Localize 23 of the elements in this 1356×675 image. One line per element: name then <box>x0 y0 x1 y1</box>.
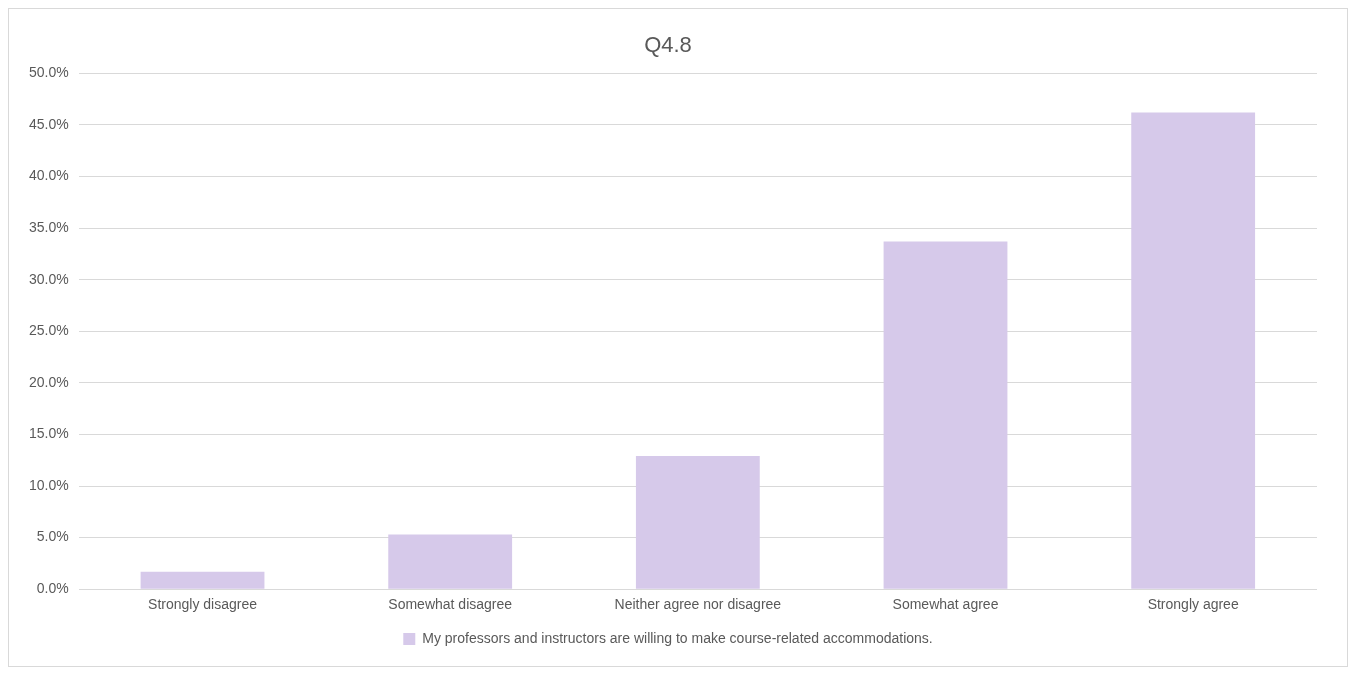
y-tick-label: 30.0% <box>28 270 69 287</box>
y-tick-label: 25.0% <box>28 322 69 339</box>
y-tick-label: 40.0% <box>28 167 69 184</box>
chart-title: Q4.8 <box>644 32 692 58</box>
x-tick-label: Strongly agree <box>1147 596 1239 613</box>
y-tick-label: 0.0% <box>36 580 69 597</box>
x-tick-label: Somewhat disagree <box>388 596 513 613</box>
x-tick-label: Strongly disagree <box>148 596 258 613</box>
bar <box>1131 112 1256 589</box>
bar <box>883 241 1008 589</box>
x-tick-label: Neither agree nor disagree <box>614 596 782 613</box>
y-tick-label: 15.0% <box>28 425 69 442</box>
bar <box>140 571 265 589</box>
bar <box>388 534 513 589</box>
y-tick-label: 50.0% <box>28 64 69 81</box>
y-tick-label: 45.0% <box>28 115 69 132</box>
y-tick-label: 20.0% <box>28 373 69 390</box>
bar <box>635 456 760 589</box>
legend-label: My professors and instructors are willing to make course-related accommodations. <box>422 629 933 646</box>
y-tick-label: 10.0% <box>28 476 69 493</box>
y-tick-label: 35.0% <box>28 219 69 235</box>
y-tick-label: 5.0% <box>36 528 69 545</box>
x-tick-label: Somewhat agree <box>892 596 999 613</box>
